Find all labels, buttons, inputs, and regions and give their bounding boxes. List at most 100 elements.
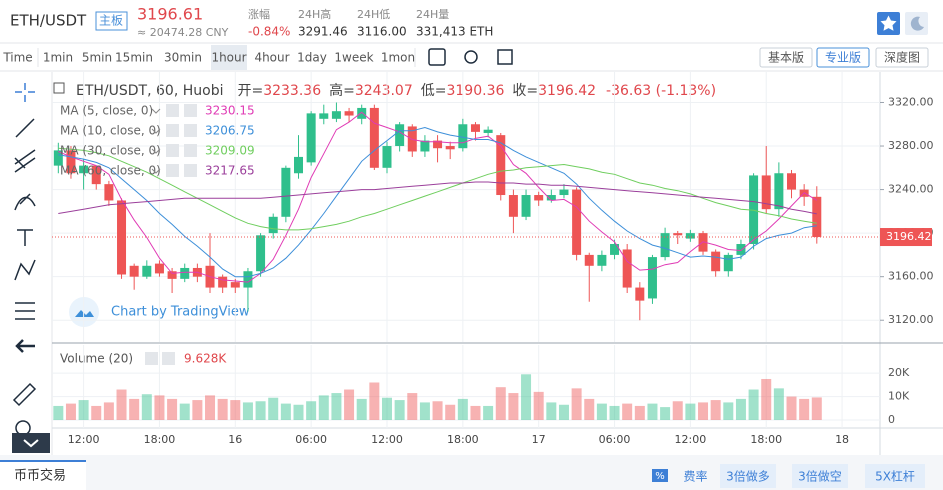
volume-bar bbox=[495, 387, 506, 420]
collapse-button[interactable] bbox=[12, 433, 50, 453]
volume-bar bbox=[293, 404, 304, 420]
interval[interactable]: 1week bbox=[334, 51, 373, 65]
volume-bar bbox=[799, 398, 810, 420]
volume-bar bbox=[483, 405, 494, 420]
ohlc-label: 低= bbox=[421, 83, 447, 99]
ma-settings[interactable] bbox=[166, 104, 179, 117]
candle-body bbox=[787, 173, 797, 190]
interval[interactable]: 1min bbox=[43, 51, 73, 65]
ma-settings[interactable] bbox=[166, 144, 179, 157]
candle-body bbox=[294, 156, 304, 174]
volume-tick-label: 20K bbox=[888, 366, 910, 379]
footer bbox=[0, 455, 943, 490]
volume-bar bbox=[419, 402, 430, 420]
settings-icon[interactable] bbox=[464, 50, 478, 64]
ma-dropdown[interactable] bbox=[151, 108, 161, 114]
x-tick-label: 16 bbox=[228, 433, 242, 446]
x-tick-label: 12:00 bbox=[371, 433, 403, 446]
ma-settings[interactable] bbox=[166, 164, 179, 177]
volume-bar bbox=[116, 389, 127, 420]
ma-legend: MA (60, close, 0) bbox=[60, 164, 161, 178]
candle-body bbox=[142, 265, 152, 277]
interval[interactable]: 4hour bbox=[254, 51, 289, 65]
trend-tool[interactable] bbox=[15, 118, 35, 138]
candle-body bbox=[281, 167, 291, 217]
ma-value: 3209.09 bbox=[205, 144, 255, 158]
candle-body bbox=[610, 244, 620, 255]
board: 主板 bbox=[99, 14, 123, 28]
volume-bar bbox=[761, 378, 772, 420]
volume-settings[interactable] bbox=[145, 352, 158, 365]
ma-dropdown[interactable] bbox=[151, 128, 161, 134]
view-button[interactable] bbox=[875, 47, 929, 68]
stat-label: 涨幅 bbox=[248, 8, 270, 21]
interval[interactable]: Time bbox=[2, 51, 32, 65]
tab[interactable] bbox=[0, 460, 86, 490]
brush-tool[interactable] bbox=[14, 193, 36, 211]
candle-body bbox=[597, 254, 607, 266]
ma-remove[interactable] bbox=[184, 164, 197, 177]
volume-remove[interactable] bbox=[162, 352, 175, 365]
footer-button[interactable] bbox=[720, 464, 776, 488]
view-button[interactable] bbox=[759, 47, 813, 68]
drawing-tools bbox=[12, 83, 37, 436]
footer-button[interactable] bbox=[865, 464, 925, 488]
candle-body bbox=[79, 165, 89, 174]
text-tool[interactable] bbox=[17, 229, 33, 246]
ma-remove[interactable] bbox=[184, 124, 197, 137]
change: -36.63 (-1.13%) bbox=[606, 83, 716, 99]
prediction-tool[interactable] bbox=[15, 302, 35, 320]
ma-dropdown[interactable] bbox=[151, 148, 161, 154]
indicator-icon[interactable] bbox=[428, 48, 446, 66]
pattern-tool[interactable] bbox=[14, 259, 36, 281]
candle-body bbox=[546, 195, 556, 201]
symbol: ETH/USDT, 60, Huobi bbox=[76, 83, 223, 99]
volume-bar bbox=[470, 405, 481, 420]
interval[interactable]: 30min bbox=[164, 51, 202, 65]
volume-tick-label: 10K bbox=[888, 390, 910, 403]
volume-bar bbox=[129, 398, 140, 420]
volume-bar bbox=[609, 405, 620, 420]
interval[interactable]: 5min bbox=[82, 51, 112, 65]
back-tool[interactable] bbox=[15, 339, 35, 353]
ma-legend: MA (30, close, 0) bbox=[60, 144, 161, 158]
volume-bar bbox=[723, 402, 734, 420]
ma-remove[interactable] bbox=[184, 104, 197, 117]
interval[interactable]: 15min bbox=[115, 51, 153, 65]
ma-settings[interactable] bbox=[166, 124, 179, 137]
volume-bar bbox=[546, 402, 557, 420]
volume-bar bbox=[432, 401, 443, 420]
last-price-label: 3196.42 bbox=[886, 230, 932, 243]
collapse-legend[interactable] bbox=[53, 82, 65, 94]
candle-body bbox=[761, 175, 771, 210]
collapse-icon bbox=[23, 439, 39, 448]
crosshair-tool[interactable] bbox=[15, 83, 35, 102]
tab-label: 币币交易 bbox=[14, 468, 66, 484]
toolbar-icons bbox=[428, 48, 513, 66]
ma-legend: MA (5, close, 0) bbox=[60, 104, 153, 118]
candle-body bbox=[685, 233, 695, 239]
ohlc-label: 高= bbox=[329, 82, 355, 99]
footer-button[interactable] bbox=[792, 464, 848, 488]
volume-bar bbox=[445, 404, 456, 420]
volume-bar bbox=[154, 395, 165, 420]
volume-bar bbox=[786, 396, 797, 420]
volume-bar bbox=[748, 389, 759, 420]
interval[interactable]: 1hour bbox=[211, 51, 246, 65]
candle-body bbox=[306, 113, 316, 163]
measure-tool[interactable] bbox=[12, 382, 37, 407]
view-button[interactable] bbox=[816, 47, 870, 68]
volume-bar bbox=[242, 402, 253, 420]
candle-body bbox=[584, 254, 594, 266]
fib-tool[interactable] bbox=[14, 149, 36, 173]
interval[interactable]: 1day bbox=[297, 51, 327, 65]
candle-body bbox=[167, 271, 177, 279]
candle-body bbox=[230, 282, 240, 288]
interval[interactable]: 1mon bbox=[381, 51, 415, 65]
ma-dropdown[interactable] bbox=[151, 168, 161, 174]
candle-body bbox=[91, 165, 101, 185]
volume-bar bbox=[141, 394, 152, 420]
ma-remove[interactable] bbox=[184, 144, 197, 157]
snapshot-icon[interactable] bbox=[497, 49, 513, 65]
candle-body bbox=[369, 107, 379, 168]
